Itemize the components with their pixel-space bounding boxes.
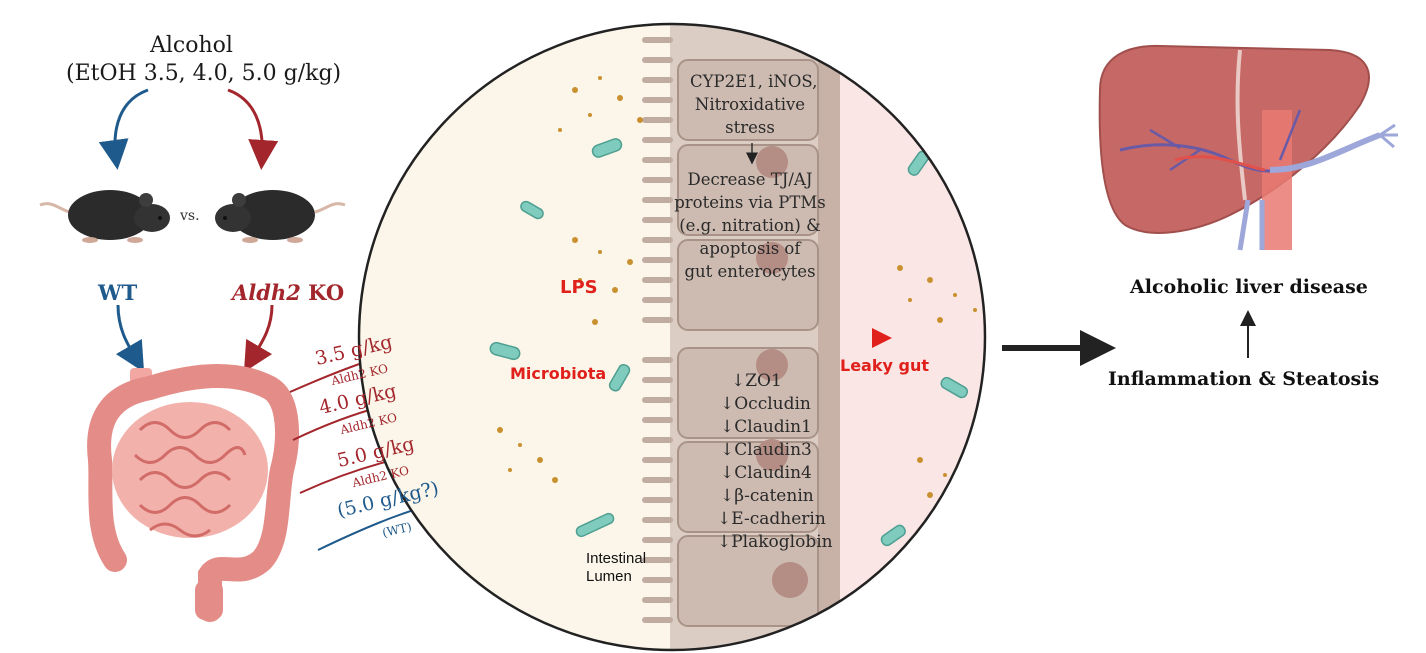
wt-label: WT — [98, 280, 138, 305]
gut-view-circle-border — [357, 22, 987, 652]
disease-label: Alcoholic liver disease — [1130, 276, 1368, 298]
wt-to-gut-arrow — [115, 304, 145, 373]
alcohol-title: Alcohol — [150, 33, 233, 58]
mechanism-line-5: gut enterocytes — [684, 262, 816, 281]
inflammation-label: Inflammation & Steatosis — [1108, 368, 1380, 390]
mechanism-line-4: apoptosis of — [699, 239, 801, 258]
protein-item: ↓Claudin1 — [720, 417, 812, 437]
protein-item: ↓ZO1 — [731, 371, 782, 391]
vs-label: vs. — [180, 208, 200, 224]
ko-mouse-icon — [215, 190, 346, 243]
protein-item: ↓β-catenin — [720, 486, 814, 506]
microbiota-label: Microbiota — [510, 364, 607, 383]
lumen-label: Intestinal Lumen — [586, 550, 646, 586]
lumen-line-1: Intestinal — [586, 550, 647, 567]
intestine-icon — [87, 364, 299, 622]
protein-item: ↓E-cadherin — [717, 509, 826, 529]
upper-cell-text: CYP2E1, iNOS, Nitroxidative stress — [690, 70, 818, 139]
mechanism-text: Decrease TJ/AJ proteins via PTMs (e.g. n… — [672, 168, 828, 283]
mechanism-line-2: proteins via PTMs — [674, 193, 826, 212]
lumen-line-2: Lumen — [586, 568, 632, 585]
protein-item: ↓Claudin3 — [720, 440, 812, 460]
ko-label: Aldh2 KO — [232, 280, 344, 305]
protein-item: ↓Claudin4 — [720, 463, 812, 483]
alcohol-to-ko-arrow — [227, 88, 279, 170]
protein-item: ↓Occludin — [720, 394, 811, 414]
mechanism-line-1: Decrease TJ/AJ — [687, 170, 813, 189]
protein-item: ↓Plakoglobin — [717, 532, 833, 552]
upper-cell-line-1: CYP2E1, iNOS, — [690, 72, 818, 91]
leaky-gut-label: Leaky gut — [840, 356, 929, 375]
alcohol-doses: (EtOH 3.5, 4.0, 5.0 g/kg) — [66, 61, 342, 86]
ko-gene: Aldh2 — [232, 280, 301, 305]
ko-to-gut-arrow — [243, 304, 274, 373]
alcohol-to-wt-arrow — [98, 88, 149, 170]
protein-list: ↓ZO1 ↓Occludin ↓Claudin1 ↓Claudin3 ↓Clau… — [717, 370, 833, 554]
lps-label: LPS — [560, 277, 598, 298]
mechanism-line-3: (e.g. nitration) & — [679, 216, 821, 235]
liver-icon — [1098, 44, 1398, 251]
wt-mouse-icon — [39, 190, 170, 243]
upper-cell-line-2: Nitroxidative — [694, 95, 806, 114]
upper-cell-line-3: stress — [725, 118, 775, 137]
ko-suffix: KO — [300, 280, 345, 305]
